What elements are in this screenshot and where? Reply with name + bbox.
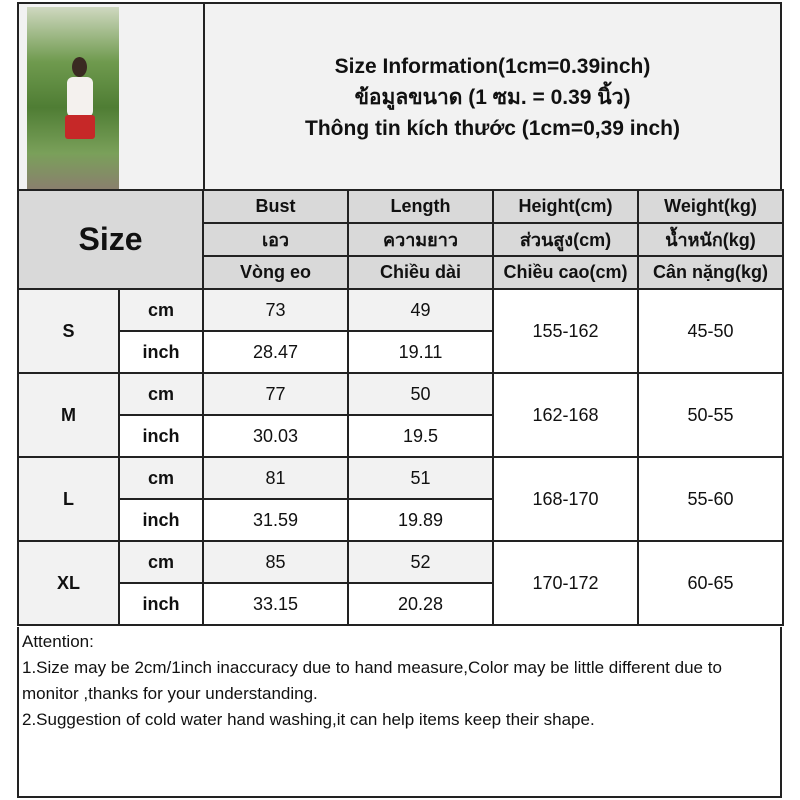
length-inch: 19.89 (347, 498, 494, 542)
weight-range: 45-50 (637, 288, 784, 374)
header-row: เอว ความยาว ส่วนสูง(cm) น้ำหนัก(kg) (18, 222, 784, 257)
bust-inch: 30.03 (202, 414, 349, 458)
size-label: L (17, 456, 120, 542)
height-range: 168-170 (492, 456, 639, 542)
size-header: Size (17, 189, 204, 290)
table-row: inch 30.03 19.5 (18, 414, 783, 458)
size-label: S (17, 288, 120, 374)
weight-range: 55-60 (637, 456, 784, 542)
column-header: ความยาว (347, 222, 494, 257)
height-range: 170-172 (492, 540, 639, 626)
table-row: XL cm 85 52 170-172 60-65 (17, 540, 784, 626)
table-row: inch 33.15 20.28 (18, 582, 783, 626)
length-cm: 49 (347, 288, 494, 332)
column-header: Bust (202, 189, 349, 224)
length-cm: 52 (347, 540, 494, 584)
note-1: 1.Size may be 2cm/1inch inaccuracy due t… (22, 658, 722, 703)
size-info-title: Size Information(1cm=0.39inch) ข้อมูลขนา… (205, 4, 780, 191)
size-label: XL (17, 540, 120, 626)
size-label: M (17, 372, 120, 458)
column-header: Chiều cao(cm) (492, 255, 639, 290)
length-inch: 19.11 (347, 330, 494, 374)
length-cm: 50 (347, 372, 494, 416)
bust-cm: 77 (202, 372, 349, 416)
height-range: 162-168 (492, 372, 639, 458)
bust-cm: 85 (202, 540, 349, 584)
note-2: 2.Suggestion of cold water hand washing,… (22, 710, 595, 729)
notes-heading: Attention: (22, 632, 94, 651)
column-header: Chiều dài (347, 255, 494, 290)
product-photo (27, 7, 119, 190)
column-header: Weight(kg) (637, 189, 784, 224)
length-inch: 19.5 (347, 414, 494, 458)
table-row: inch 31.59 19.89 (18, 498, 783, 542)
column-header: Height(cm) (492, 189, 639, 224)
header-row: Size Bust Length Height(cm) Weight(kg) (17, 189, 784, 290)
column-header: น้ำหนัก(kg) (637, 222, 784, 257)
unit-label: inch (118, 582, 204, 626)
weight-range: 60-65 (637, 540, 784, 626)
photo-skirt (65, 115, 95, 139)
column-header: Vòng eo (202, 255, 349, 290)
bust-inch: 31.59 (202, 498, 349, 542)
title-en: Size Information(1cm=0.39inch) (334, 55, 651, 78)
unit-label: cm (118, 288, 204, 332)
length-cm: 51 (347, 456, 494, 500)
bust-inch: 28.47 (202, 330, 349, 374)
header-section: Size Information(1cm=0.39inch) ข้อมูลขนา… (17, 2, 782, 191)
column-header: เอว (202, 222, 349, 257)
bust-inch: 33.15 (202, 582, 349, 626)
unit-label: cm (118, 372, 204, 416)
title-vi: Thông tin kích thước (1cm=0,39 inch) (305, 117, 680, 140)
photo-model-head (72, 57, 87, 77)
table-row: inch 28.47 19.11 (18, 330, 783, 374)
photo-shirt (67, 77, 93, 117)
weight-range: 50-55 (637, 372, 784, 458)
unit-label: inch (118, 498, 204, 542)
size-table: Size Bust Length Height(cm) Weight(kg) เอว ควา… (17, 189, 784, 626)
unit-label: inch (118, 414, 204, 458)
height-range: 155-162 (492, 288, 639, 374)
title-th: ข้อมูลขนาด (1 ซม. = 0.39 นิ้ว) (354, 86, 631, 109)
bust-cm: 73 (202, 288, 349, 332)
attention-notes: Attention: 1.Size may be 2cm/1inch inacc… (17, 627, 782, 798)
unit-label: cm (118, 456, 204, 500)
header-row: Vòng eo Chiều dài Chiều cao(cm) Cân nặng(kg… (18, 255, 784, 290)
unit-label: cm (118, 540, 204, 584)
column-header: Cân nặng(kg) (637, 255, 784, 290)
bust-cm: 81 (202, 456, 349, 500)
divider (203, 4, 205, 191)
column-header: ส่วนสูง(cm) (492, 222, 639, 257)
column-header: Length (347, 189, 494, 224)
length-inch: 20.28 (347, 582, 494, 626)
unit-label: inch (118, 330, 204, 374)
